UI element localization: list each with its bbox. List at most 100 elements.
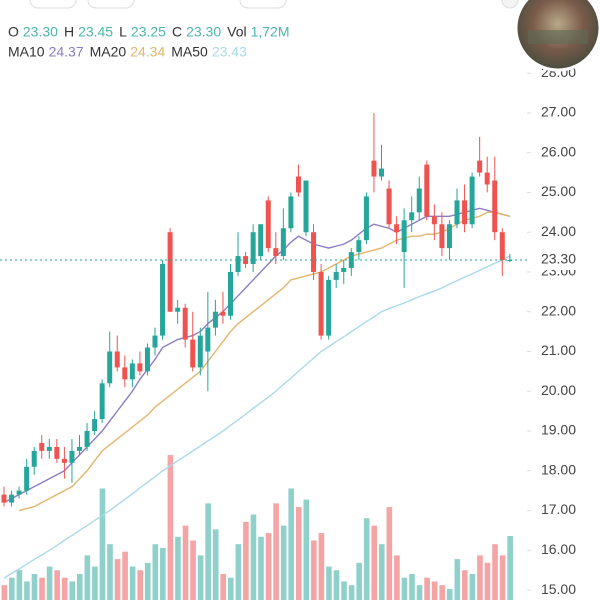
volume-bar [122,551,128,600]
volume-bar [492,544,498,600]
plot-area [0,112,530,600]
last-price-tag [531,250,583,271]
candle-body [295,176,301,193]
volume-bar [152,544,159,600]
volume-bar [409,573,415,600]
candle-body [84,431,90,447]
volume-bar [235,544,242,600]
volume-bar [137,570,143,600]
volume-bar [197,555,204,600]
candle-body [99,383,105,420]
ohlc-value: 23.45 [78,24,113,40]
volume-bar [386,507,393,600]
volume-bar [175,536,181,600]
volume-bar [401,577,408,600]
candle-body [197,335,203,368]
candle-body [477,160,483,173]
volume-bar [462,570,468,600]
y-tick-label: 27.00 [541,104,576,120]
volume-bar [288,488,294,600]
candle-body [409,212,415,221]
ma-value: 24.34 [130,44,165,60]
candle-body [69,450,75,463]
candle-body [499,232,505,261]
candle-body [137,363,143,372]
ma-value: 24.37 [49,44,84,60]
candle-body [250,232,256,265]
volume-bar [16,570,23,600]
avatar-detail [528,30,588,44]
candle-body [190,339,196,368]
ohlc-value: 23.30 [23,24,58,40]
candle-body [220,311,226,316]
candle-body [107,351,113,384]
candle-body [46,446,52,451]
volume-bar [348,585,355,600]
candle-body [182,307,188,340]
candle-body [386,188,392,225]
volume-bar [220,573,227,600]
candle-body [114,351,120,368]
volume-bar [144,562,151,600]
volume-bar [371,525,378,600]
volume-bar [1,585,8,600]
volume-bar [39,577,45,600]
y-tick-label: 19.00 [541,422,576,438]
volume-bar [54,570,60,600]
toolbar-button[interactable] [239,0,287,9]
ma-value: 23.43 [212,44,247,60]
candle-body [167,232,173,312]
volume-bar [69,581,76,600]
ohlc-value: 1,72M [251,24,290,40]
volume-bar [341,581,347,600]
ohlc-value: 23.30 [186,24,221,40]
volume-bar [454,559,461,600]
candle-body [439,224,445,249]
toolbar-button[interactable] [29,0,77,9]
candle-body [144,347,150,372]
candle-body [318,271,324,336]
candle-body [61,458,67,463]
candle-body [175,307,181,312]
volume-bar [46,566,53,600]
candle-body [160,264,166,336]
candle-body [462,200,468,225]
candle-body [77,446,82,451]
volume-bar [31,573,38,600]
volume-bar [484,562,491,600]
volume-bar [469,573,476,600]
candle-body [265,200,271,249]
y-tick-label: 21.00 [541,342,576,358]
volume-bar [205,503,211,600]
candle-body [16,490,22,495]
candle-body [484,172,490,185]
candle-body [356,240,362,253]
volume-bar [61,577,68,600]
candle-body [371,160,377,177]
volume-bar [424,577,430,600]
volume-bar [77,573,83,600]
volume-bar [507,536,513,600]
candle-body [31,450,37,467]
candle-body [507,260,513,262]
volume-bar [303,499,310,600]
candle-body [454,200,460,225]
ma-label: MA10 [8,44,45,60]
volume-bar [439,585,445,600]
volume-bar [311,540,317,600]
candle-body [363,196,369,241]
volume-bar [107,544,113,600]
volume-bar [9,577,15,600]
ohlc-label: H [64,24,74,40]
volume-bar [333,570,340,600]
toolbar-button[interactable] [87,0,135,9]
toolbar-icon[interactable] [501,0,519,9]
candle-body [258,224,264,257]
volume-bar [394,555,400,600]
volume-bar [212,529,219,600]
candle-body [333,271,339,280]
candle-body [288,196,294,229]
candle-body [39,442,45,451]
y-tick-label: 20.00 [541,382,576,398]
